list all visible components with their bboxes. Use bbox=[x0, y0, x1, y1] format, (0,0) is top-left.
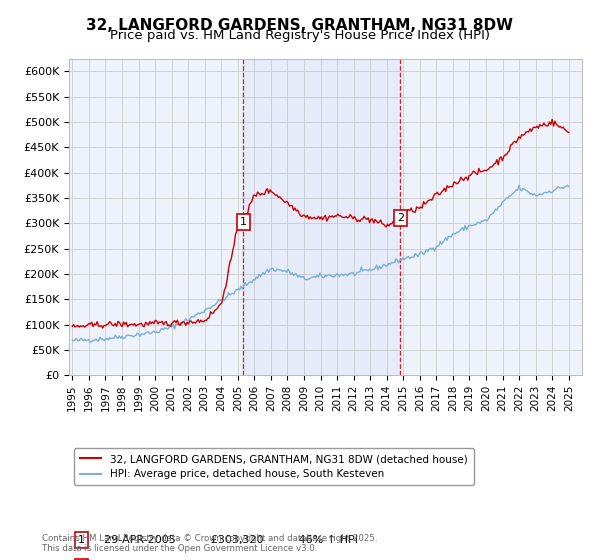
Text: 2: 2 bbox=[397, 213, 404, 223]
Text: 1: 1 bbox=[240, 217, 247, 227]
Text: 1: 1 bbox=[79, 535, 85, 545]
Text: 32, LANGFORD GARDENS, GRANTHAM, NG31 8DW: 32, LANGFORD GARDENS, GRANTHAM, NG31 8DW bbox=[86, 18, 514, 33]
Text: Contains HM Land Registry data © Crown copyright and database right 2025.
This d: Contains HM Land Registry data © Crown c… bbox=[42, 534, 377, 553]
Text: Price paid vs. HM Land Registry's House Price Index (HPI): Price paid vs. HM Land Registry's House … bbox=[110, 29, 490, 42]
Bar bbox=[243, 59, 400, 375]
Text: 29-APR-2005          £303,320          46% ↑ HPI: 29-APR-2005 £303,320 46% ↑ HPI bbox=[97, 535, 358, 545]
Legend: 32, LANGFORD GARDENS, GRANTHAM, NG31 8DW (detached house), HPI: Average price, d: 32, LANGFORD GARDENS, GRANTHAM, NG31 8DW… bbox=[74, 448, 473, 486]
